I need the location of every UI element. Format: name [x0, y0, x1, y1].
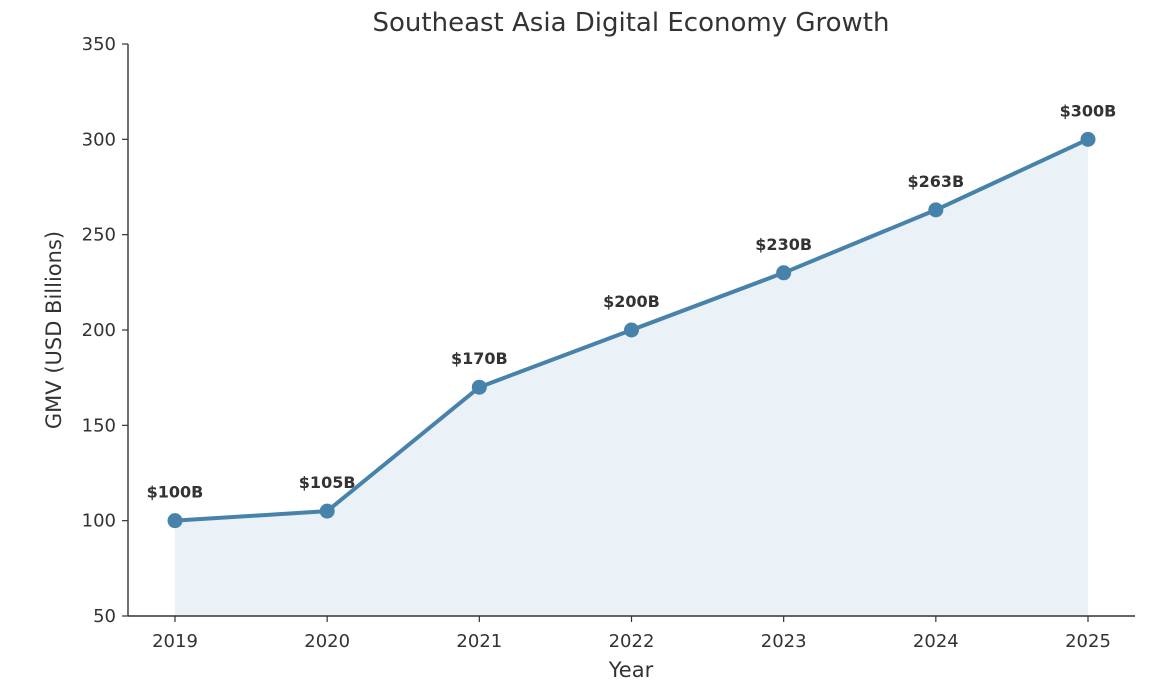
plot-area: 50 100 150 200 250 300 350 2019 2020 2021 2022 2023… [82, 34, 1135, 652]
x-tick-label: 2025 [1065, 631, 1111, 652]
data-point [928, 202, 944, 218]
data-point [471, 379, 487, 395]
y-tick-label: 250 [82, 225, 116, 246]
data-label: $263B [907, 172, 964, 191]
data-point [319, 503, 335, 519]
data-point [624, 322, 639, 338]
x-axis-label: Year [608, 658, 654, 682]
chart-title: Southeast Asia Digital Economy Growth [373, 8, 890, 38]
y-tick-label: 150 [82, 415, 116, 436]
y-tick-label: 300 [82, 129, 116, 150]
data-label: $105B [299, 473, 356, 492]
x-tick-label: 2020 [304, 631, 350, 652]
y-tick-label: 50 [93, 606, 116, 627]
data-point [776, 265, 792, 281]
x-tick-label: 2022 [609, 631, 655, 652]
y-tick-label: 350 [82, 34, 116, 55]
data-point [1080, 131, 1096, 147]
y-tick-label: 200 [82, 320, 116, 341]
data-label: $230B [755, 235, 812, 254]
data-point [167, 513, 183, 529]
x-tick-label: 2021 [456, 631, 502, 652]
x-tick-label: 2024 [913, 631, 959, 652]
data-label: $200B [603, 292, 660, 311]
y-tick-label: 100 [82, 511, 116, 532]
x-tick-label: 2019 [152, 631, 198, 652]
x-tick-label: 2023 [761, 631, 807, 652]
data-label: $100B [147, 483, 204, 502]
y-axis-label: GMV (USD Billions) [42, 231, 66, 429]
area-fill [175, 139, 1088, 617]
data-label: $170B [451, 349, 508, 368]
data-label: $300B [1060, 101, 1117, 120]
